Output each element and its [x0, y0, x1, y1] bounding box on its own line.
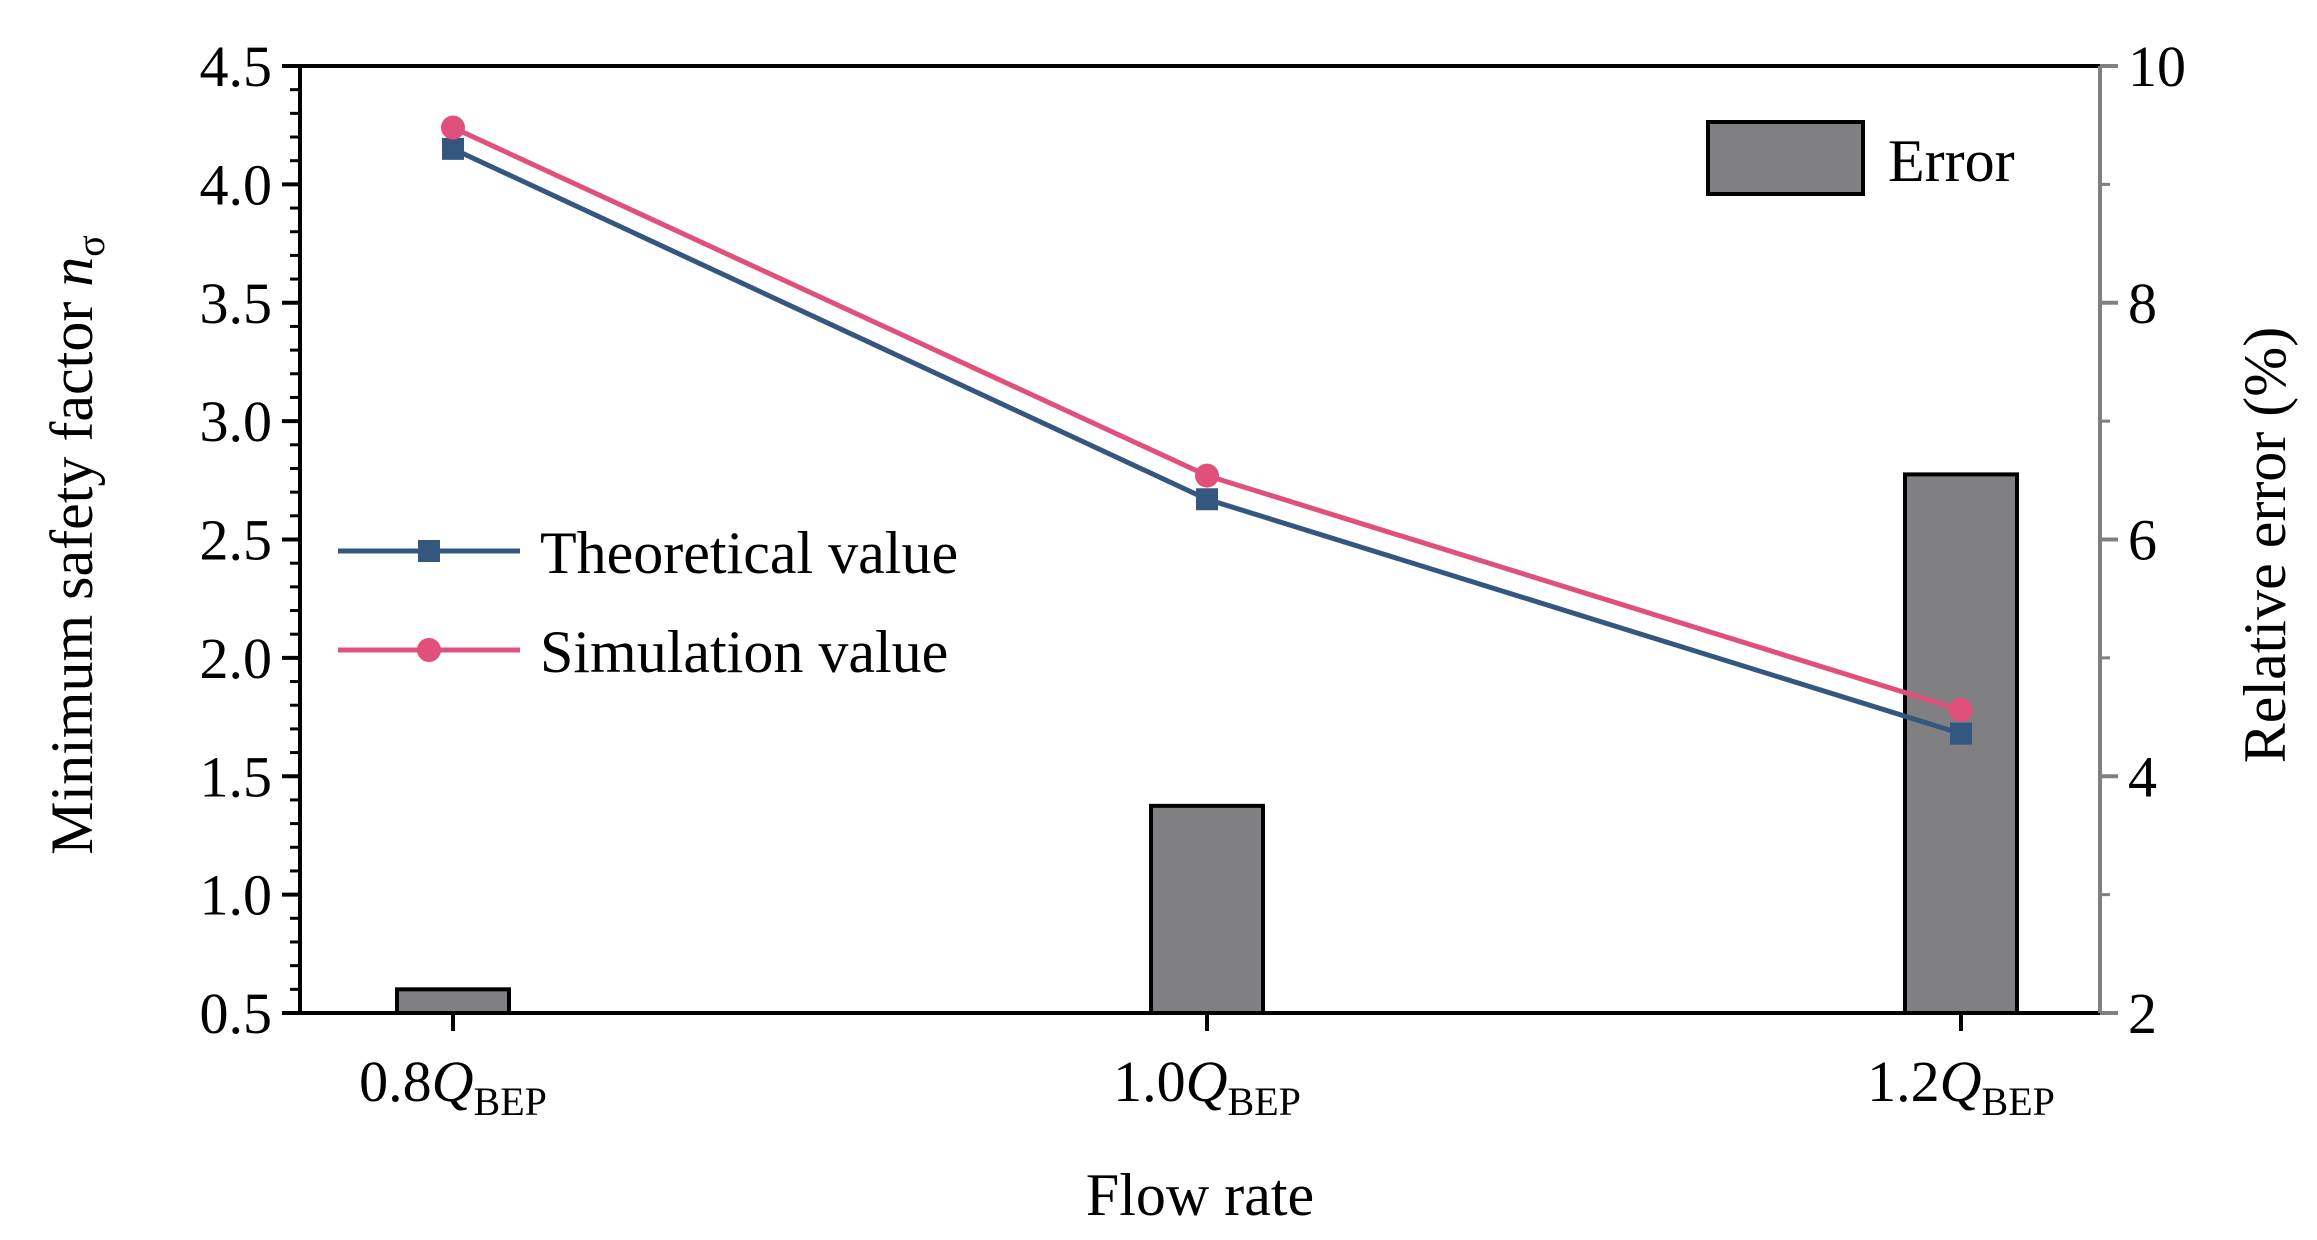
error-bar: [395, 987, 511, 1016]
left-tick-label: 3.5: [200, 271, 273, 336]
legend-error-swatch: [1706, 120, 1865, 196]
y-axis-left-title-sub: σ: [68, 235, 113, 257]
simulation-point: [1949, 697, 1973, 722]
left-tick-label: 0.5: [200, 981, 273, 1046]
legend-bar: Error: [1706, 120, 2015, 196]
error-bar: [1149, 803, 1265, 1015]
right-axis-ticks: 2 4 6 8 10: [2100, 34, 2186, 1046]
left-tick-label: 1.5: [200, 744, 273, 809]
legend-lines: Theoretical value Simulation value: [338, 520, 958, 685]
x-axis-ticks: 0.8QBEP 1.0QBEP 1.2QBEP: [359, 1013, 2055, 1124]
y-axis-right-title: Relative error (%): [2232, 327, 2298, 763]
right-tick-label: 8: [2128, 271, 2157, 336]
legend-theoretical-label: Theoretical value: [540, 520, 958, 586]
left-axis-ticks: 0.5 1.0 1.5 2.0 2.5 3.0 3.5 4.0 4.5: [200, 34, 300, 1046]
theoretical-point: [1950, 722, 1972, 745]
line-series: [441, 115, 1973, 745]
right-tick-label: 4: [2128, 744, 2157, 809]
y-axis-left-title-main: Minimum safety factor: [39, 287, 105, 855]
left-tick-label: 4.5: [200, 34, 273, 99]
legend-theoretical-marker: [418, 540, 440, 562]
simulation-point: [441, 115, 465, 140]
y-axis-left-title: Minimum safety factor nσ: [39, 235, 113, 855]
legend-simulation-marker: [417, 638, 441, 662]
x-category-label: 0.8QBEP: [359, 1049, 547, 1124]
left-tick-label: 2.0: [200, 626, 273, 691]
legend-error-label: Error: [1888, 128, 2015, 194]
theoretical-point: [1196, 488, 1218, 511]
right-tick-label: 2: [2128, 981, 2157, 1046]
left-tick-label: 4.0: [200, 152, 273, 217]
x-category-label: 1.2QBEP: [1867, 1049, 2055, 1124]
left-tick-label: 1.0: [200, 863, 273, 928]
theoretical-point: [442, 137, 464, 160]
simulation-point: [1195, 463, 1219, 488]
x-category-label: 1.0QBEP: [1113, 1049, 1301, 1124]
y-axis-left-title-italic: n: [39, 257, 105, 287]
right-tick-label: 6: [2128, 508, 2157, 573]
left-tick-label: 2.5: [200, 508, 273, 573]
left-tick-label: 3.0: [200, 389, 273, 454]
right-tick-label: 10: [2128, 34, 2186, 99]
legend-simulation-label: Simulation value: [540, 619, 948, 685]
x-axis-title: Flow rate: [1086, 1162, 1314, 1228]
